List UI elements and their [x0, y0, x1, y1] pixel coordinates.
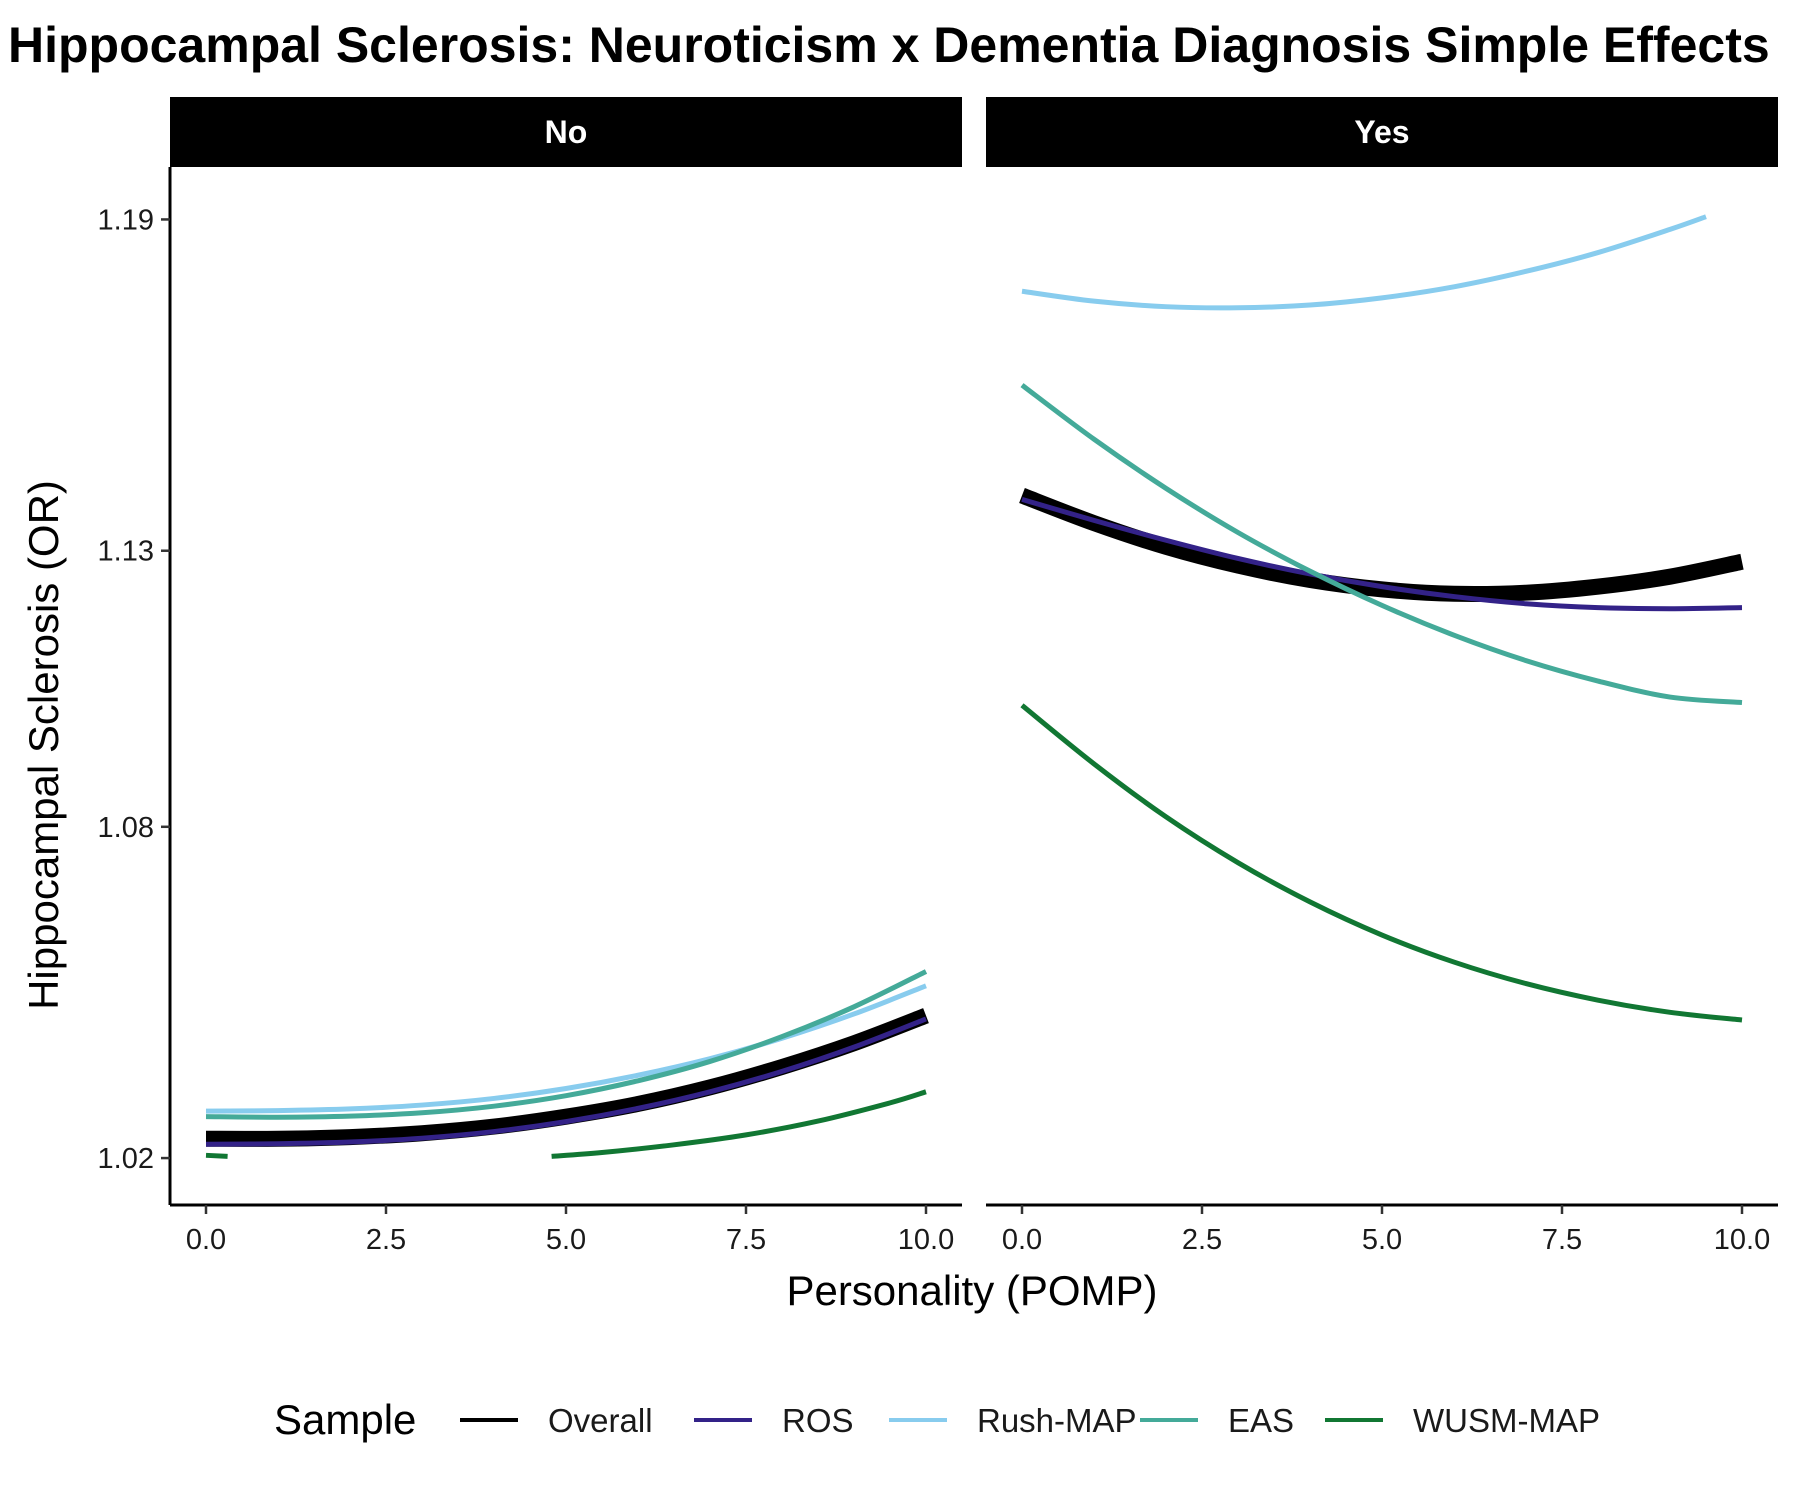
panels: No 1.02 1.08 1.13 1.19 0.0 2.5 5.0 7.5 10.0 Yes 0.0… [98, 97, 1778, 1256]
legend-item-overall: Overall [460, 1402, 653, 1439]
series-line-rush-map [1021, 214, 1707, 311]
x-tick-label: 10.0 [1714, 1224, 1770, 1256]
legend-label: EAS [1228, 1402, 1294, 1439]
legend-label: Rush-MAP [977, 1402, 1137, 1439]
y-tick-label: 1.13 [98, 536, 154, 568]
x-tick-label: 2.5 [366, 1224, 406, 1256]
x-tick-label: 7.5 [1542, 1224, 1582, 1256]
series-line-overall [1019, 488, 1744, 603]
legend-label: ROS [782, 1402, 854, 1439]
series-lines [1019, 214, 1744, 1023]
series-line-ros [205, 1016, 927, 1147]
series-line-wusm-map [205, 1152, 228, 1159]
legend-label: WUSM-MAP [1413, 1402, 1600, 1439]
x-tick-label: 2.5 [1182, 1224, 1222, 1256]
legend-title: Sample [274, 1396, 416, 1443]
panel-no: No 1.02 1.08 1.13 1.19 0.0 2.5 5.0 7.5 10.0 [98, 97, 962, 1256]
x-tick-label: 10.0 [898, 1224, 954, 1256]
x-tick-label: 7.5 [726, 1224, 766, 1256]
x-axis-title: Personality (POMP) [786, 1267, 1157, 1314]
x-tick-label: 5.0 [1362, 1224, 1402, 1256]
y-axis-title: Hippocampal Sclerosis (OR) [20, 480, 67, 1010]
series-line-wusm-map [551, 1089, 927, 1159]
legend-item-rush-map: Rush-MAP [889, 1402, 1137, 1439]
strip-header [986, 97, 1778, 167]
y-tick-label: 1.02 [98, 1143, 154, 1175]
series-line-eas [205, 969, 928, 1120]
series-line-overall [205, 1008, 929, 1147]
panel-yes: Yes 0.0 2.5 5.0 7.5 10.0 [986, 97, 1778, 1256]
chart-title: Hippocampal Sclerosis: Neuroticism x Dem… [8, 17, 1770, 73]
strip-label: No [545, 114, 588, 150]
legend-item-wusm-map: WUSM-MAP [1325, 1402, 1600, 1439]
legend: Sample Overall ROS Rush-MAP EAS WUSM-MAP [274, 1396, 1600, 1443]
strip-label: Yes [1354, 114, 1409, 150]
x-tick-label: 0.0 [1002, 1224, 1042, 1256]
series-line-wusm-map [1020, 703, 1743, 1023]
x-tick-label: 5.0 [546, 1224, 586, 1256]
legend-label: Overall [548, 1402, 653, 1439]
legend-item-eas: EAS [1140, 1402, 1294, 1439]
x-tick-label: 0.0 [186, 1224, 226, 1256]
series-line-eas [1020, 383, 1743, 706]
legend-item-ros: ROS [694, 1402, 854, 1439]
y-tick-label: 1.08 [98, 812, 154, 844]
series-lines [205, 969, 929, 1159]
y-tick-label: 1.19 [98, 204, 154, 236]
strip-header [170, 97, 962, 167]
series-line-rush-map [205, 983, 927, 1114]
series-line-ros [1021, 496, 1743, 612]
